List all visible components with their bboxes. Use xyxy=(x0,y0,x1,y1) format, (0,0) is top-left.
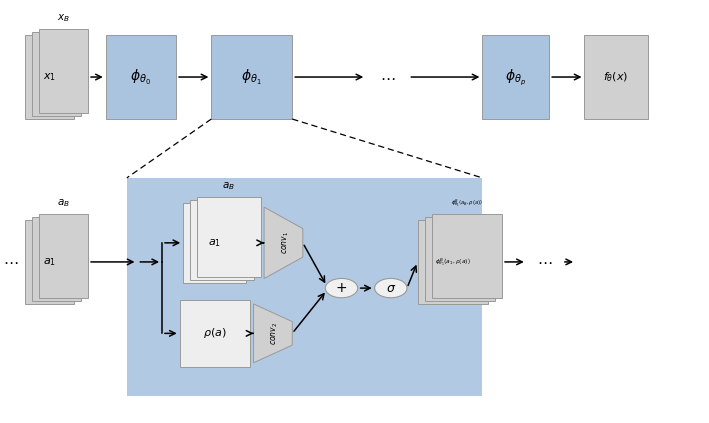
FancyBboxPatch shape xyxy=(32,217,81,301)
Text: $a_1$: $a_1$ xyxy=(208,237,221,249)
Polygon shape xyxy=(254,304,292,363)
FancyBboxPatch shape xyxy=(25,35,74,119)
Text: $\rho(a)$: $\rho(a)$ xyxy=(203,327,227,341)
FancyBboxPatch shape xyxy=(190,200,254,280)
Text: $\cdots$: $\cdots$ xyxy=(379,69,395,85)
Text: $\phi_{\theta_1}^B\langle a_B,\rho(a)\rangle$: $\phi_{\theta_1}^B\langle a_B,\rho(a)\ra… xyxy=(451,198,483,209)
Text: $a_B$: $a_B$ xyxy=(223,180,235,192)
Circle shape xyxy=(325,278,358,298)
Text: $x_1$: $x_1$ xyxy=(43,71,56,83)
FancyBboxPatch shape xyxy=(425,217,495,301)
Text: $\phi_{\theta_1}^B\langle a_1,\rho(a)\rangle$: $\phi_{\theta_1}^B\langle a_1,\rho(a)\ra… xyxy=(435,256,471,268)
FancyBboxPatch shape xyxy=(482,35,549,119)
FancyBboxPatch shape xyxy=(432,214,502,298)
Text: $conv_1$: $conv_1$ xyxy=(280,231,291,254)
FancyBboxPatch shape xyxy=(25,220,74,304)
FancyBboxPatch shape xyxy=(39,29,88,113)
FancyBboxPatch shape xyxy=(584,35,648,119)
Text: $x_B$: $x_B$ xyxy=(57,12,70,24)
FancyBboxPatch shape xyxy=(32,32,81,116)
FancyBboxPatch shape xyxy=(106,35,176,119)
Text: $\cdots$: $\cdots$ xyxy=(3,254,18,269)
Polygon shape xyxy=(264,207,303,279)
Text: $f_{\theta}(x)$: $f_{\theta}(x)$ xyxy=(603,70,629,84)
Text: $+$: $+$ xyxy=(335,281,347,295)
FancyBboxPatch shape xyxy=(127,178,482,396)
FancyBboxPatch shape xyxy=(183,203,247,283)
FancyBboxPatch shape xyxy=(179,300,250,367)
Text: $a_B$: $a_B$ xyxy=(57,197,70,209)
FancyBboxPatch shape xyxy=(39,214,88,298)
Text: $\phi_{\theta_0}$: $\phi_{\theta_0}$ xyxy=(130,68,152,87)
Text: $\phi_{\theta_1}$: $\phi_{\theta_1}$ xyxy=(242,68,262,87)
Text: $\cdots$: $\cdots$ xyxy=(537,254,552,269)
FancyBboxPatch shape xyxy=(211,35,292,119)
Text: $\sigma$: $\sigma$ xyxy=(386,282,396,294)
Text: $a_1$: $a_1$ xyxy=(43,256,56,268)
Text: $conv_2$: $conv_2$ xyxy=(269,322,280,345)
Text: $\phi_{\theta_p}$: $\phi_{\theta_p}$ xyxy=(506,67,526,87)
FancyBboxPatch shape xyxy=(418,220,488,304)
Circle shape xyxy=(374,278,407,298)
FancyBboxPatch shape xyxy=(197,197,261,277)
